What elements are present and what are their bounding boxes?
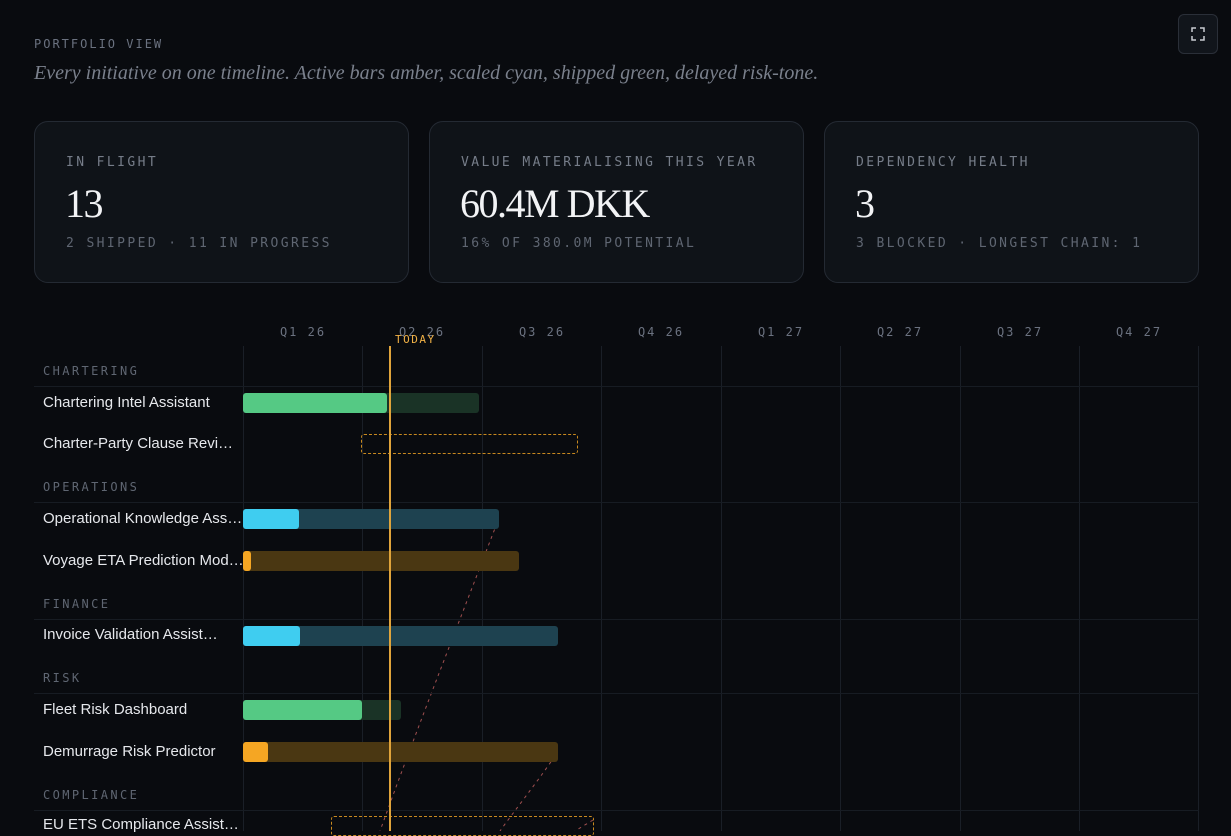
grid-line	[601, 346, 602, 831]
row-label[interactable]: Charter-Party Clause Revi…	[43, 435, 234, 452]
group-divider	[34, 386, 1199, 387]
group-divider	[34, 619, 1199, 620]
grid-line	[362, 346, 363, 831]
stat-label: VALUE MATERIALISING THIS YEAR	[461, 155, 758, 170]
row-label[interactable]: Chartering Intel Assistant	[43, 394, 210, 411]
group-label-chartering: CHARTERING	[43, 364, 140, 378]
stat-sub: 2 SHIPPED · 11 IN PROGRESS	[66, 236, 332, 251]
quarter-label: Q1 27	[757, 325, 805, 339]
quarter-label: Q3 26	[518, 325, 566, 339]
stat-card-in-flight: IN FLIGHT 13 2 SHIPPED · 11 IN PROGRESS	[34, 121, 409, 283]
row-label[interactable]: EU ETS Compliance Assista…	[43, 816, 246, 833]
stat-sub: 16% OF 380.0M POTENTIAL	[461, 236, 697, 251]
initiative-bar[interactable]	[243, 551, 519, 571]
stat-value: 13	[65, 181, 104, 226]
quarter-label: Q3 27	[996, 325, 1044, 339]
group-divider	[34, 693, 1199, 694]
quarter-label: Q2 27	[876, 325, 924, 339]
stat-card-value: VALUE MATERIALISING THIS YEAR 60.4M DKK …	[429, 121, 804, 283]
stat-sub: 3 BLOCKED · LONGEST CHAIN: 1	[856, 236, 1143, 251]
group-divider	[34, 502, 1199, 503]
row-label[interactable]: Fleet Risk Dashboard	[43, 701, 188, 718]
bar-progress-fill	[243, 509, 300, 529]
grid-line	[1079, 346, 1080, 831]
stat-value: 3	[855, 181, 875, 226]
row-label[interactable]: Demurrage Risk Predictor	[43, 743, 216, 760]
initiative-bar[interactable]	[243, 509, 499, 529]
portfolio-timeline: Q1 26 Q2 26 Q3 26 Q4 26 Q1 27 Q2 27 Q3 2…	[0, 300, 1231, 836]
dependency-lines	[379, 522, 594, 831]
stat-label: DEPENDENCY HEALTH	[856, 155, 1030, 170]
initiative-bar-planned[interactable]	[331, 816, 594, 836]
bar-progress-fill	[243, 742, 269, 762]
stat-value: 60.4M DKK	[460, 181, 650, 226]
initiative-bar[interactable]	[243, 700, 401, 720]
quarter-label: Q1 26	[279, 325, 327, 339]
bar-progress-fill	[243, 393, 387, 413]
grid-line	[1198, 346, 1199, 831]
today-label: TODAY	[395, 333, 436, 346]
grid-line	[960, 346, 961, 831]
row-label[interactable]: Invoice Validation Assist…	[43, 626, 218, 643]
initiative-bar[interactable]	[243, 393, 479, 413]
bar-progress-fill	[243, 626, 300, 646]
page-eyebrow: PORTFOLIO VIEW	[34, 37, 164, 51]
stat-label: IN FLIGHT	[66, 155, 159, 170]
group-label-operations: OPERATIONS	[43, 480, 140, 494]
initiative-bar[interactable]	[243, 742, 558, 762]
page-tagline: Every initiative on one timeline. Active…	[34, 62, 819, 84]
expand-button[interactable]	[1178, 14, 1218, 54]
group-label-risk: RISK	[43, 671, 82, 685]
stat-card-dependency-health: DEPENDENCY HEALTH 3 3 BLOCKED · LONGEST …	[824, 121, 1199, 283]
today-marker	[389, 346, 391, 831]
grid-line	[482, 346, 483, 831]
bar-progress-fill	[243, 700, 362, 720]
expand-icon	[1191, 27, 1205, 41]
row-label[interactable]: Voyage ETA Prediction Mod…	[43, 552, 244, 569]
grid-line	[721, 346, 722, 831]
bar-progress-fill	[243, 551, 252, 571]
dependency-line	[499, 755, 556, 831]
initiative-bar-planned[interactable]	[361, 434, 578, 454]
quarter-label: Q4 27	[1115, 325, 1163, 339]
quarter-label: Q4 26	[637, 325, 685, 339]
group-label-compliance: COMPLIANCE	[43, 788, 140, 802]
initiative-bar[interactable]	[243, 626, 558, 646]
quarter-label: Q2 26	[398, 325, 446, 339]
grid-line	[243, 346, 244, 831]
grid-line	[840, 346, 841, 831]
group-label-finance: FINANCE	[43, 597, 111, 611]
group-divider	[34, 810, 1199, 811]
row-label[interactable]: Operational Knowledge Ass…	[43, 510, 243, 527]
